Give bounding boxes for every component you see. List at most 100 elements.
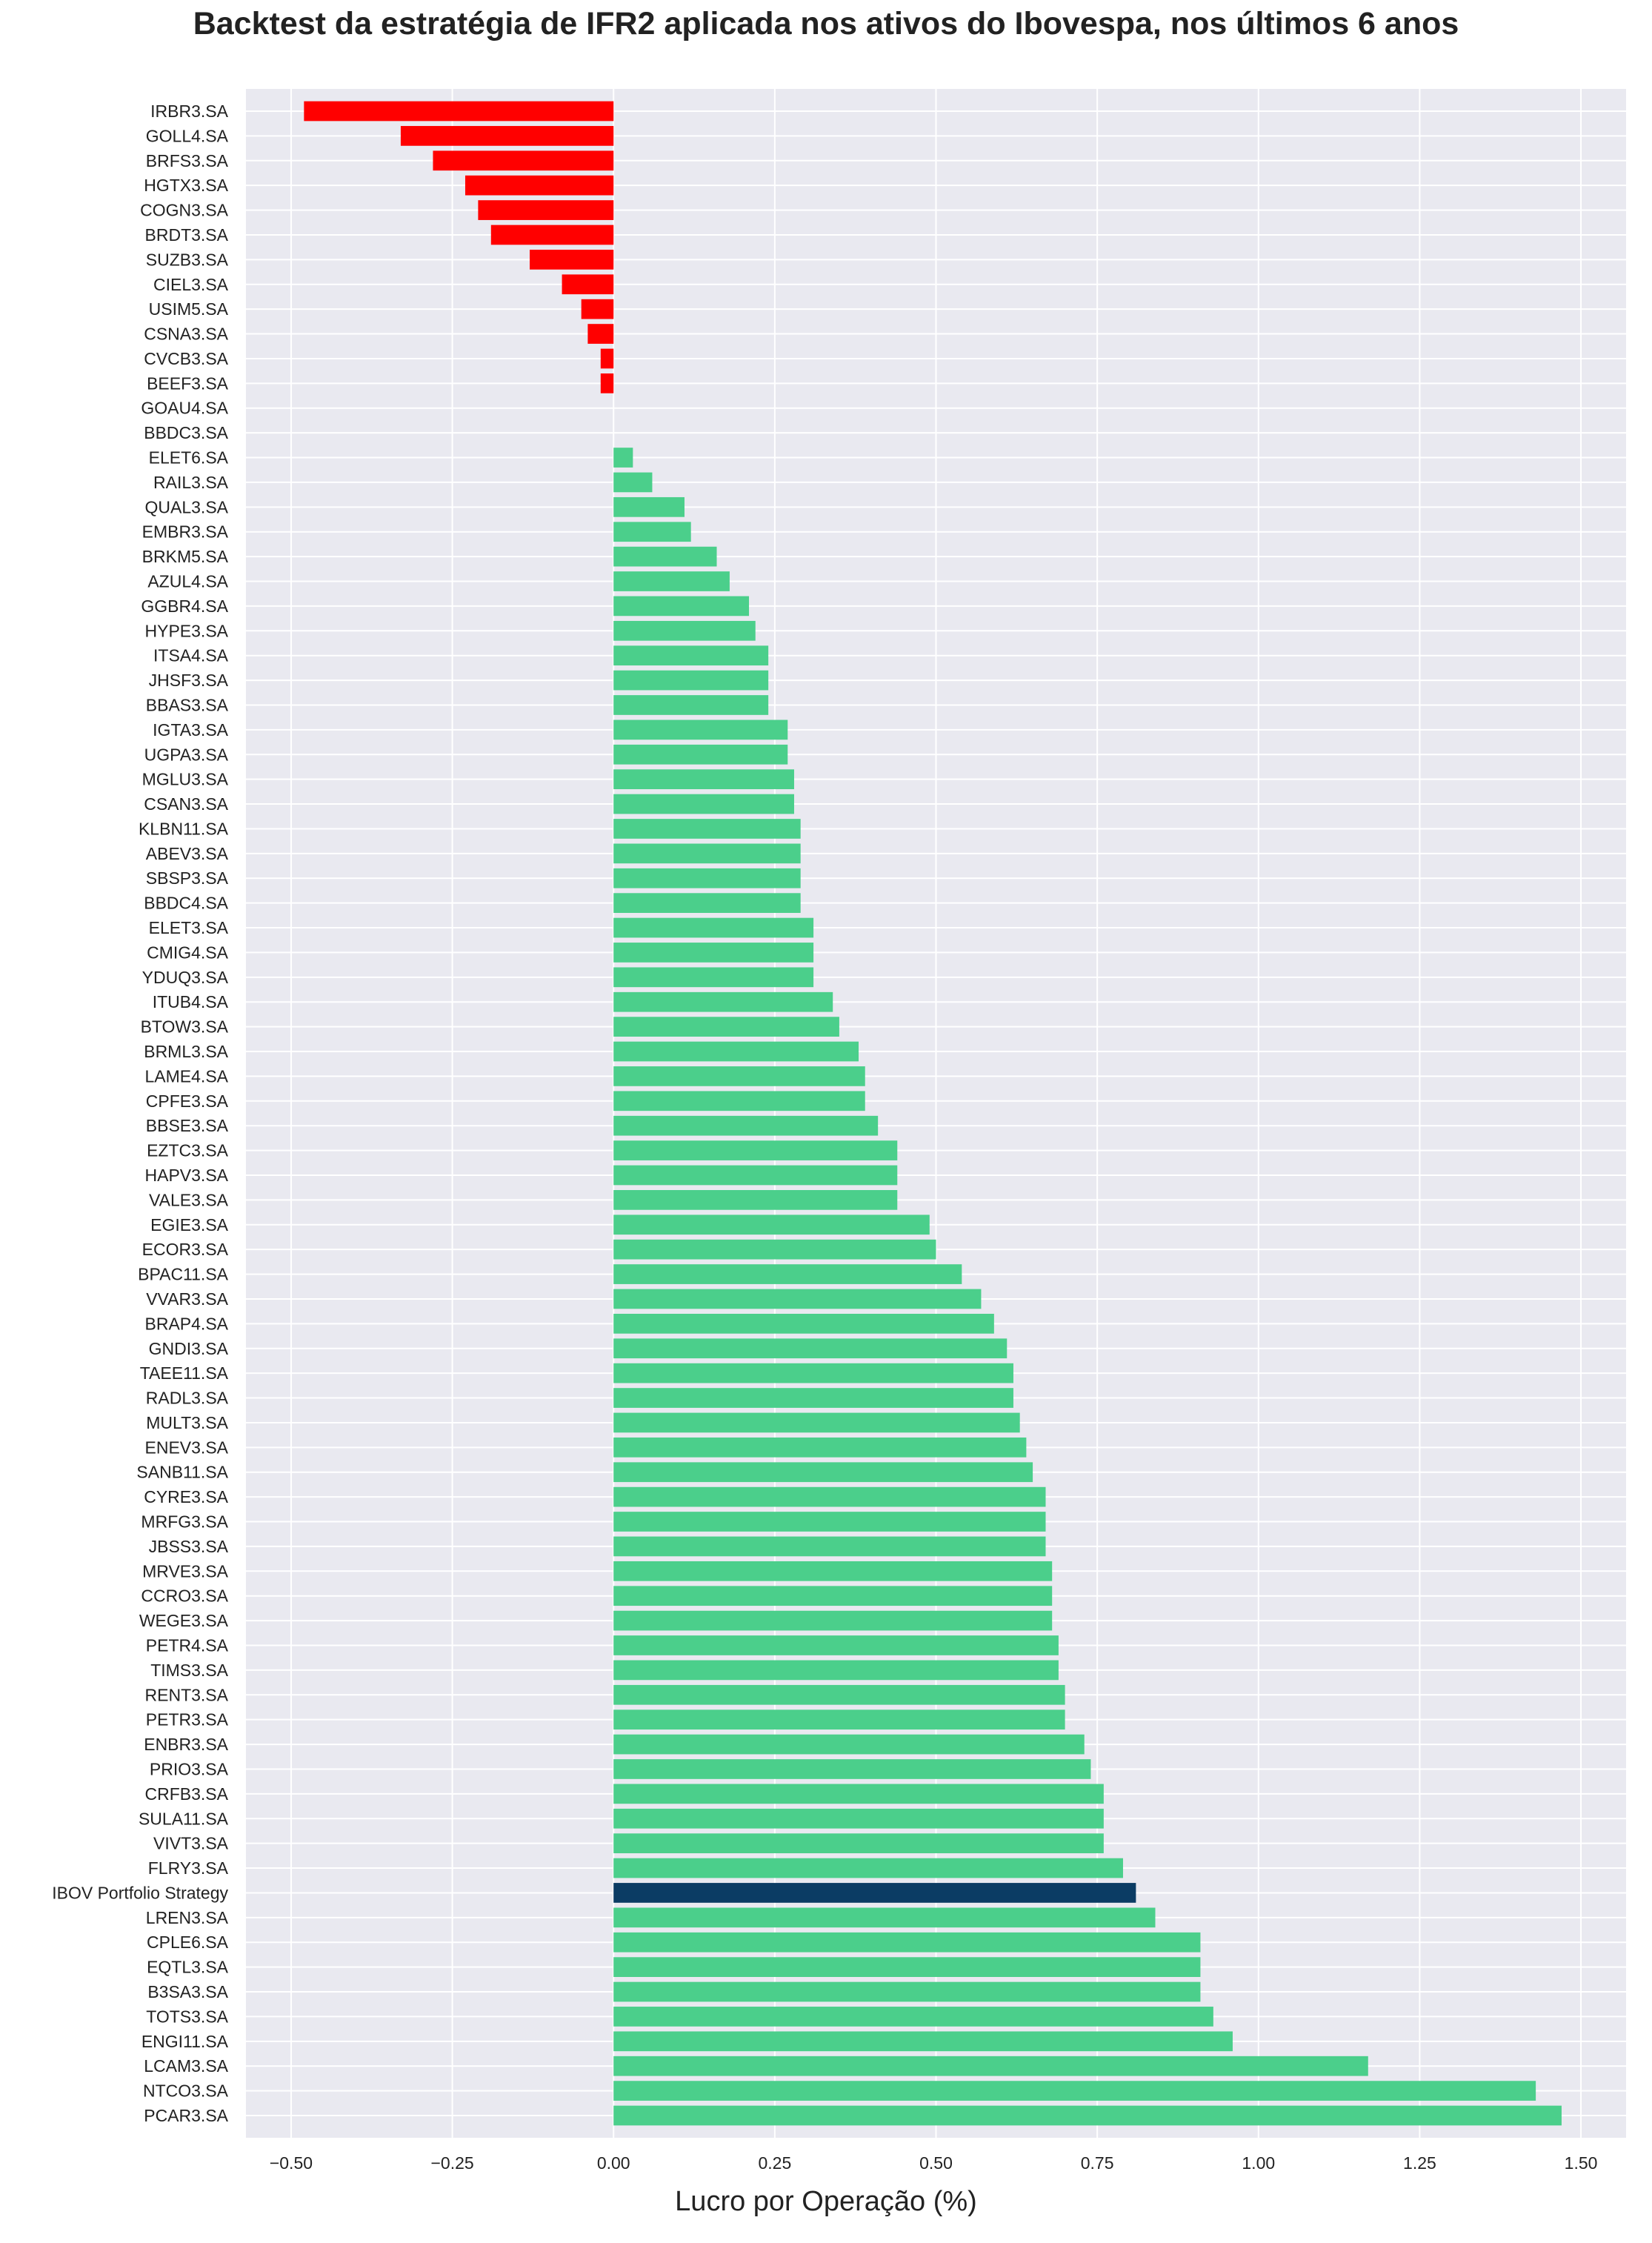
y-tick-label: SBSP3.SA xyxy=(146,868,229,888)
bar xyxy=(600,373,614,393)
y-tick-label: HGTX3.SA xyxy=(144,176,228,195)
y-tick-label: SANB11.SA xyxy=(136,1463,228,1482)
bar xyxy=(613,1091,865,1111)
bar xyxy=(613,1214,930,1235)
y-tick-label: PETR4.SA xyxy=(146,1635,229,1655)
y-tick-label: VIVT3.SA xyxy=(153,1834,229,1853)
y-tick-label: JHSF3.SA xyxy=(149,671,229,690)
x-tick-label: 0.50 xyxy=(919,2153,953,2173)
bar xyxy=(530,250,614,270)
bar xyxy=(613,2031,1233,2052)
y-tick-label: BRKM5.SA xyxy=(142,547,229,566)
y-tick-label: RADL3.SA xyxy=(146,1389,229,1408)
bar xyxy=(613,1957,1201,1977)
y-tick-label: TAEE11.SA xyxy=(140,1363,229,1383)
y-tick-label: BRDT3.SA xyxy=(145,225,229,245)
bar xyxy=(613,1041,859,1062)
bar xyxy=(613,1165,898,1186)
bar xyxy=(613,1586,1053,1606)
bar xyxy=(613,843,801,864)
y-tick-label: ITUB4.SA xyxy=(153,992,229,1011)
bar xyxy=(613,1363,1013,1383)
y-tick-label: EGIE3.SA xyxy=(150,1215,228,1235)
bar xyxy=(613,1808,1104,1829)
y-tick-label: CRFB3.SA xyxy=(145,1784,229,1804)
bar xyxy=(613,2056,1368,2076)
bar xyxy=(613,596,750,617)
y-tick-label: TOTS3.SA xyxy=(146,2007,228,2026)
bar xyxy=(613,1264,962,1284)
bar xyxy=(613,1066,865,1086)
y-tick-label: ABEV3.SA xyxy=(146,844,229,863)
x-tick-label: 0.25 xyxy=(758,2153,791,2173)
bar xyxy=(613,769,794,790)
bar xyxy=(613,448,633,468)
y-tick-label: GOAU4.SA xyxy=(141,399,228,418)
y-tick-label: MGLU3.SA xyxy=(142,770,229,789)
bar xyxy=(464,175,614,196)
y-tick-label: IRBR3.SA xyxy=(150,102,228,121)
grid-lines xyxy=(246,89,1626,2138)
bar xyxy=(613,1017,839,1037)
bar xyxy=(613,1684,1065,1705)
bar xyxy=(613,1412,1020,1433)
y-tick-label: AZUL4.SA xyxy=(147,572,228,591)
y-tick-label: CSNA3.SA xyxy=(144,325,228,344)
bar xyxy=(613,1289,982,1309)
x-tick-label: 1.25 xyxy=(1403,2153,1436,2173)
y-tick-label: PETR3.SA xyxy=(146,1710,229,1729)
y-tick-label: PRIO3.SA xyxy=(150,1759,229,1778)
y-tick-label: ELET6.SA xyxy=(149,448,229,468)
y-tick-label: HAPV3.SA xyxy=(145,1166,229,1185)
bar xyxy=(613,645,769,666)
bar xyxy=(613,1734,1085,1755)
bar xyxy=(613,522,691,542)
bar xyxy=(613,1561,1053,1581)
bar xyxy=(613,2007,1213,2027)
y-tick-label: BPAC11.SA xyxy=(138,1265,229,1284)
y-tick-label: CPFE3.SA xyxy=(146,1091,229,1111)
bar xyxy=(613,943,814,963)
y-tick-label: BRAP4.SA xyxy=(145,1314,229,1333)
y-tick-label: BBDC3.SA xyxy=(144,423,228,442)
y-tick-label: KLBN11.SA xyxy=(139,819,229,838)
y-tick-label: ELET3.SA xyxy=(149,918,229,937)
bar xyxy=(613,1907,1156,1928)
bar xyxy=(613,1338,1007,1359)
y-tick-label: COGN3.SA xyxy=(140,201,229,220)
bar xyxy=(587,324,614,344)
bar xyxy=(613,967,814,988)
bar xyxy=(613,1981,1201,2002)
y-tick-label: PCAR3.SA xyxy=(144,2106,228,2125)
bar xyxy=(600,348,614,369)
y-tick-label: FLRY3.SA xyxy=(148,1858,229,1878)
bar xyxy=(613,1536,1046,1557)
bar xyxy=(613,744,788,765)
y-tick-label: VVAR3.SA xyxy=(146,1289,228,1309)
bar xyxy=(613,1709,1065,1730)
y-tick-label: BEEF3.SA xyxy=(147,373,229,393)
bar xyxy=(613,472,653,493)
bar xyxy=(613,991,833,1012)
y-tick-label: WEGE3.SA xyxy=(139,1611,229,1630)
bar xyxy=(613,1314,994,1334)
y-tick-label: GNDI3.SA xyxy=(149,1339,229,1358)
bar xyxy=(613,1759,1091,1779)
x-tick-label: −0.50 xyxy=(270,2153,313,2173)
y-tick-label: RENT3.SA xyxy=(145,1685,229,1704)
bar xyxy=(581,299,614,319)
y-tick-label: ECOR3.SA xyxy=(142,1240,229,1259)
bar xyxy=(613,1486,1046,1507)
bar xyxy=(613,546,717,567)
y-tick-label: BBDC4.SA xyxy=(144,894,228,913)
bar xyxy=(613,571,730,591)
y-tick-label: SULA11.SA xyxy=(139,1809,229,1828)
bar xyxy=(562,274,614,295)
bar xyxy=(613,1462,1033,1483)
y-tick-label: IGTA3.SA xyxy=(153,720,228,740)
bar xyxy=(613,794,794,814)
bar xyxy=(613,1190,898,1210)
bar xyxy=(613,496,685,517)
y-tick-label: B3SA3.SA xyxy=(147,1982,228,2001)
bar xyxy=(613,670,769,691)
